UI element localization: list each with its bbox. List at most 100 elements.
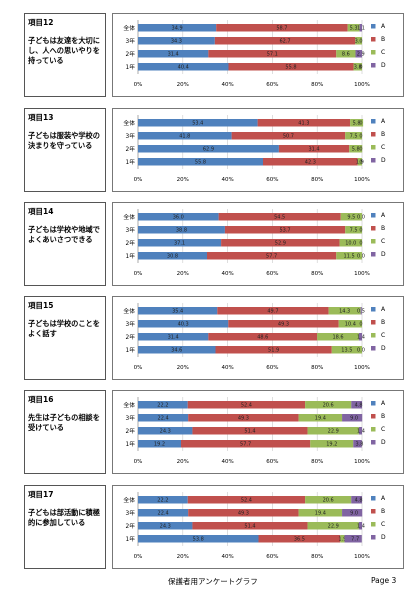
x-tick-label: 40%	[221, 82, 233, 88]
legend-swatch	[371, 158, 376, 163]
data-label: 0	[359, 322, 362, 328]
question-text: 子どもは学校のことをよく話す	[28, 319, 100, 338]
bar-segment-a	[138, 132, 232, 140]
legend-label: C	[381, 332, 385, 339]
x-tick-label: 40%	[221, 554, 233, 560]
legend-label: A	[381, 118, 386, 125]
data-label: 7.5	[350, 228, 358, 234]
footer-title: 保護者用アンケートグラフ	[168, 577, 258, 586]
bar-segment-c	[357, 158, 362, 166]
bar-segment-b	[278, 145, 350, 153]
question-text: 子どもは友達を大切にし、人への思いやりを持っている	[28, 36, 100, 65]
stacked-bar-chart: 0% 20% 40% 60% 80% 100% 全体 35.4 49.7 14.3 0.5 3年 40.…	[123, 303, 386, 371]
data-label: 38.8	[176, 228, 187, 234]
legend-swatch	[371, 119, 376, 124]
x-tick-label: 0%	[134, 554, 143, 560]
category-label: 3年	[126, 37, 136, 45]
bar-segment-d	[351, 401, 362, 409]
bar-segment-d	[360, 307, 362, 315]
bar-segment-a	[138, 158, 263, 166]
bar-segment-a	[138, 50, 209, 58]
legend-swatch	[371, 440, 376, 445]
legend-label: C	[381, 426, 385, 433]
x-tick-label: 20%	[177, 177, 189, 183]
category-label: 2年	[126, 239, 136, 247]
data-label: 0.0	[357, 215, 365, 221]
question-number: 項目16	[28, 395, 54, 404]
data-label: 18.6	[332, 335, 343, 341]
legend-swatch	[371, 226, 376, 231]
data-label: 41.3	[298, 121, 309, 127]
category-label: 3年	[126, 226, 136, 234]
legend-swatch	[371, 37, 376, 42]
legend-label: D	[381, 157, 386, 164]
bar-segment-b	[215, 346, 332, 354]
data-label: 0	[359, 65, 362, 71]
bar-segment-b	[228, 63, 354, 71]
legend-swatch	[371, 346, 376, 351]
data-label: 35.4	[172, 309, 183, 315]
data-label: 58.7	[276, 26, 287, 32]
question-text: 子どもは部活動に積極的に参加している	[28, 508, 100, 527]
legend-swatch	[371, 307, 376, 312]
bar-segment-a	[138, 427, 193, 435]
bar-segment-c	[336, 50, 356, 58]
legend-swatch	[371, 252, 376, 257]
bar-segment-a	[138, 252, 207, 260]
bar-segment-d	[342, 509, 363, 517]
data-label: 24.3	[160, 429, 171, 435]
data-label: 0	[359, 160, 362, 166]
category-label: 1年	[126, 252, 136, 260]
bar-segment-a	[138, 509, 189, 517]
data-label: 22.4	[158, 416, 169, 422]
data-label: 48.6	[257, 335, 268, 341]
data-label: 10.4	[345, 322, 356, 328]
x-tick-label: 100%	[354, 459, 370, 465]
data-label: 8.6	[342, 52, 350, 58]
bar-segment-a	[138, 119, 258, 127]
data-label: 3.8	[354, 65, 362, 71]
data-label: 14.3	[339, 309, 350, 315]
bar-segment-a	[138, 24, 217, 32]
legend-swatch	[371, 427, 376, 432]
legend-label: D	[381, 439, 386, 446]
bar-segment-a	[138, 320, 229, 328]
legend-label: A	[381, 495, 386, 502]
bar-segment-b	[187, 401, 306, 409]
legend-label: B	[381, 319, 385, 326]
data-label: 22.9	[328, 429, 339, 435]
bar-segment-a	[138, 145, 279, 153]
bar-segment-c	[307, 522, 359, 530]
stacked-bar-chart: 0% 20% 40% 60% 80% 100%全体 36.0 54.5 9.5 0.03年 38.8…	[123, 209, 386, 277]
bar-segment-b	[228, 320, 339, 328]
data-label: 0.0	[357, 348, 365, 354]
chart-box: 0% 20% 40% 60% 80% 100% 全体 35.4 49.7 14.3 0.5 3年 40.…	[112, 296, 404, 380]
category-label: 3年	[126, 132, 136, 140]
bar-segment-b	[262, 158, 358, 166]
bar-segment-b	[192, 522, 308, 530]
legend-swatch	[371, 63, 376, 68]
data-label: 13.5	[341, 348, 352, 354]
legend-label: B	[381, 131, 385, 138]
legend-swatch	[371, 522, 376, 527]
x-tick-label: 60%	[266, 177, 278, 183]
question-box: 項目15 子どもは学校のことをよく話す	[24, 296, 106, 380]
legend-label: D	[381, 62, 386, 69]
data-label: 7.7	[351, 537, 359, 543]
data-label: 0	[359, 121, 362, 127]
legend-swatch	[371, 401, 376, 406]
data-label: 20.6	[323, 403, 334, 409]
data-label: 5.8	[352, 147, 360, 153]
data-label: 1.4	[357, 524, 365, 530]
bar-segment-a	[138, 226, 225, 234]
bar-segment-c	[340, 213, 362, 221]
x-tick-label: 60%	[266, 365, 278, 371]
legend-swatch	[371, 320, 376, 325]
bar-segment-d	[355, 50, 362, 58]
data-label: 2.9	[357, 52, 365, 58]
x-tick-label: 100%	[354, 82, 370, 88]
bar-segment-a	[138, 63, 229, 71]
data-label: 57.7	[240, 442, 251, 448]
data-label: 37.1	[174, 241, 185, 247]
